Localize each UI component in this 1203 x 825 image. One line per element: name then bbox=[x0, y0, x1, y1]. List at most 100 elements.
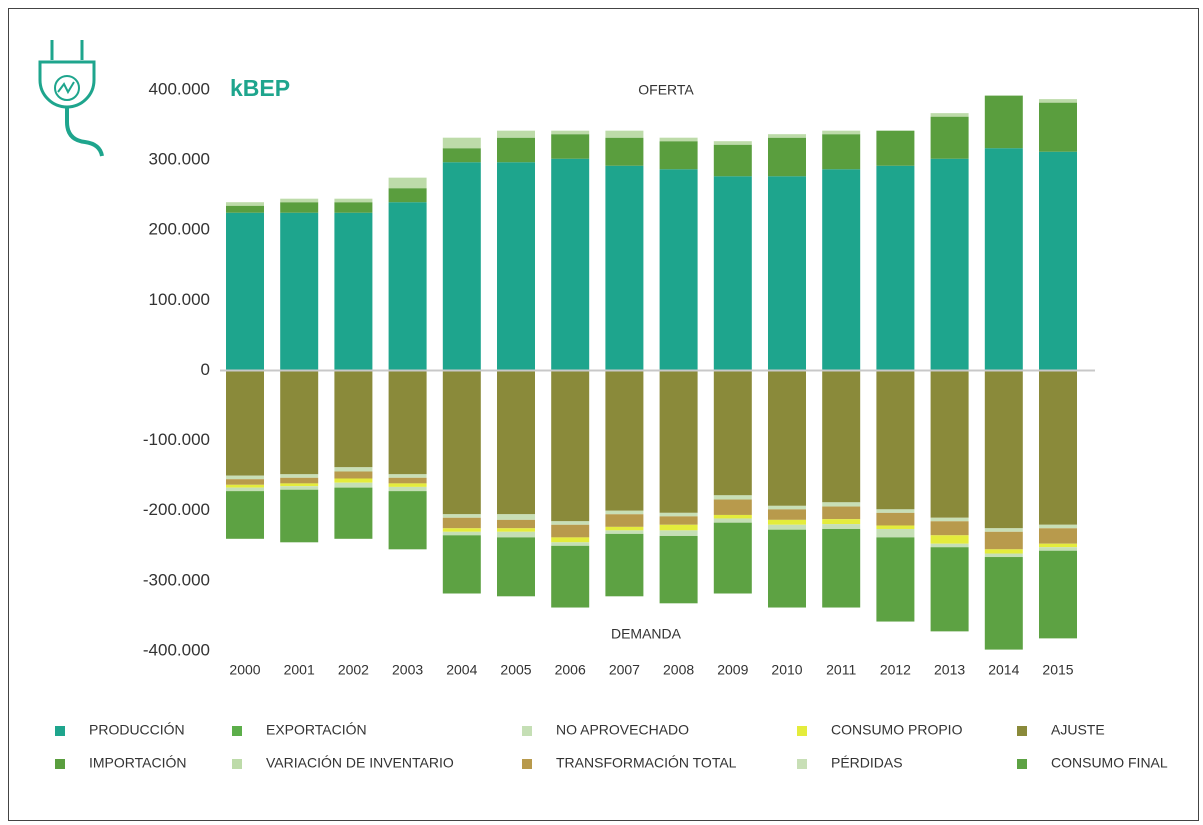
bar-segment bbox=[984, 557, 1023, 650]
bar-segment bbox=[497, 370, 535, 515]
annotation: DEMANDA bbox=[611, 626, 682, 642]
bar-segment bbox=[497, 537, 535, 597]
x-tick-label: 2011 bbox=[826, 662, 856, 678]
bar-segment bbox=[1039, 524, 1077, 529]
bar-segment bbox=[388, 474, 427, 478]
bar-segment bbox=[280, 489, 319, 543]
y-tick-label: -400.000 bbox=[143, 640, 210, 659]
bar-segment bbox=[659, 524, 698, 531]
legend-label: PÉRDIDAS bbox=[831, 755, 903, 771]
bar-segment bbox=[226, 205, 264, 213]
bar-segment bbox=[226, 484, 264, 488]
bar-segment bbox=[497, 130, 535, 138]
x-tick-label: 2000 bbox=[229, 662, 260, 678]
bar-segment bbox=[280, 486, 319, 490]
x-tick-label: 2015 bbox=[1042, 662, 1073, 678]
bar-segment bbox=[605, 370, 644, 511]
bar-segment bbox=[388, 188, 427, 203]
bar-segment bbox=[1039, 370, 1077, 525]
bar-segment bbox=[551, 521, 590, 525]
bar-segment bbox=[876, 528, 915, 538]
bar-segment bbox=[984, 553, 1023, 558]
bar-segment bbox=[768, 524, 806, 530]
bar-segment bbox=[605, 514, 644, 527]
bar-segment bbox=[713, 176, 752, 371]
bar-segment bbox=[822, 502, 861, 507]
legend-swatch bbox=[55, 759, 65, 769]
bar-segment bbox=[442, 531, 481, 536]
legend-label: EXPORTACIÓN bbox=[266, 722, 367, 738]
bar-segment bbox=[442, 517, 481, 529]
bar-segment bbox=[1039, 550, 1077, 639]
bar-segment bbox=[226, 479, 264, 485]
bar-segment bbox=[280, 483, 319, 487]
bar-segment bbox=[497, 528, 535, 532]
bar-segment bbox=[659, 169, 698, 371]
bar-segment bbox=[497, 137, 535, 163]
bar-segment bbox=[1039, 99, 1077, 103]
bar-segment bbox=[822, 524, 861, 529]
legend-label: IMPORTACIÓN bbox=[89, 755, 187, 771]
legend-swatch bbox=[55, 726, 65, 736]
bar-segment bbox=[984, 370, 1023, 529]
legend-swatch bbox=[232, 726, 242, 736]
bar-segment bbox=[984, 148, 1023, 371]
bar-segment bbox=[442, 535, 481, 594]
bar-segment bbox=[605, 530, 644, 534]
bar-segment bbox=[930, 158, 969, 371]
x-tick-label: 2006 bbox=[555, 662, 586, 678]
bar-segment bbox=[280, 198, 319, 203]
bar-segment bbox=[442, 514, 481, 518]
x-tick-label: 2010 bbox=[771, 662, 802, 678]
legend-swatch bbox=[797, 726, 807, 736]
bar-segment bbox=[768, 519, 806, 525]
bar-segment bbox=[822, 370, 861, 503]
bar-segment bbox=[551, 134, 590, 159]
bar-segment bbox=[280, 212, 319, 371]
bar-segment bbox=[713, 495, 752, 500]
bar-segment bbox=[388, 483, 427, 487]
bar-segment bbox=[713, 518, 752, 523]
x-tick-label: 2007 bbox=[609, 662, 640, 678]
legend-swatch bbox=[522, 726, 532, 736]
bar-segment bbox=[551, 370, 590, 522]
bar-segment bbox=[388, 202, 427, 371]
legend-swatch bbox=[232, 759, 242, 769]
bar-segment bbox=[768, 137, 806, 177]
legend-swatch bbox=[522, 759, 532, 769]
bar-segment bbox=[876, 509, 915, 513]
bar-segment bbox=[226, 212, 264, 371]
bar-segment bbox=[768, 134, 806, 138]
y-tick-label: 300.000 bbox=[149, 150, 210, 169]
bar-segment bbox=[768, 509, 806, 520]
x-tick-label: 2005 bbox=[500, 662, 531, 678]
legend-label: AJUSTE bbox=[1051, 722, 1105, 738]
bar-segment bbox=[334, 478, 373, 483]
bar-segment bbox=[388, 491, 427, 550]
bar-segment bbox=[551, 158, 590, 371]
bar-segment bbox=[280, 202, 319, 213]
legend-label: VARIACIÓN DE INVENTARIO bbox=[266, 755, 454, 771]
bar-segment bbox=[226, 491, 264, 539]
bar-segment bbox=[605, 533, 644, 597]
bar-segment bbox=[876, 525, 915, 529]
x-tick-label: 2012 bbox=[880, 662, 911, 678]
legend-label: CONSUMO PROPIO bbox=[831, 722, 963, 738]
legend-swatch bbox=[797, 759, 807, 769]
bar-segment bbox=[551, 130, 590, 135]
bar-segment bbox=[659, 516, 698, 525]
bar-segment bbox=[442, 162, 481, 371]
bar-segment bbox=[280, 477, 319, 484]
bar-segment bbox=[1039, 543, 1077, 548]
bar-segment bbox=[497, 531, 535, 538]
bar-segment bbox=[930, 517, 969, 522]
bar-segment bbox=[334, 482, 373, 488]
bar-segment bbox=[768, 176, 806, 371]
bar-segment bbox=[334, 487, 373, 539]
frame bbox=[8, 8, 1199, 821]
bar-segment bbox=[984, 531, 1023, 550]
bar-segment bbox=[822, 134, 861, 170]
bar-segment bbox=[605, 137, 644, 166]
x-tick-label: 2009 bbox=[717, 662, 748, 678]
